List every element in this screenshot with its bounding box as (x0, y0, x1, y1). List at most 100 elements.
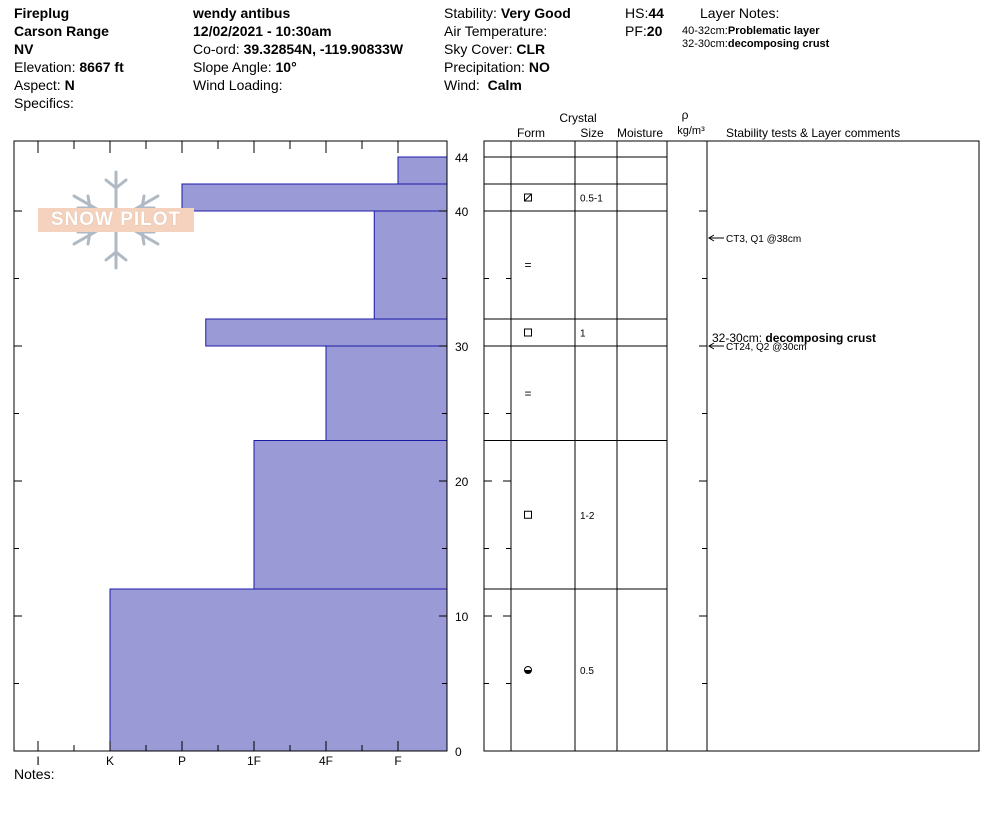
layer-comment-range: 32-30cm: (712, 331, 765, 345)
hardness-bars (109, 156, 448, 752)
state: NV (14, 41, 34, 57)
layer-comment-text: decomposing crust (765, 331, 876, 345)
y-tick-label: 10 (455, 610, 469, 624)
pf-label: PF: (625, 23, 647, 39)
form-header: Form (517, 126, 545, 140)
grain-form-faceted-rounded-icon (524, 193, 532, 202)
density-unit-header: kg/m³ (677, 125, 705, 137)
hs: HS:44 (625, 4, 664, 22)
slope-value: 10° (275, 59, 297, 75)
size-header: Size (580, 126, 604, 140)
hardness-plot-frame (13, 140, 448, 752)
wind-loading-label: Wind Loading: (193, 77, 283, 93)
coord-label: Co-ord: (193, 41, 240, 57)
layer-notes-title: Layer Notes: (700, 5, 780, 21)
aspect: Aspect: N (14, 76, 75, 94)
layer-table-frame (483, 140, 980, 752)
x-tick-label: K (106, 754, 114, 768)
logo-text: SNOW PILOT (38, 208, 194, 232)
grain-size-label: 1 (580, 329, 586, 340)
hardness-bar (397, 156, 448, 185)
grain-form-crust: = (524, 386, 531, 400)
stability-test-arrowhead (708, 234, 715, 242)
hardness-axis: I K P 1F 4F F (36, 741, 402, 768)
coordinates: Co-ord: 39.32854N, -119.90833W (193, 40, 403, 58)
location-name: Fireplug (14, 5, 70, 21)
moisture-header: Moisture (616, 126, 663, 140)
grain-size-label: 0.5-1 (580, 194, 603, 205)
aspect-label: Aspect: (14, 77, 61, 93)
grain-forms: 0.5-1 = 1 = 1-2 0.5 (524, 193, 603, 677)
grain-form-diagonal (524, 193, 532, 202)
layer-table-columns (510, 141, 708, 751)
hardness-bar (373, 210, 448, 320)
layer-note: 32-30cm:decomposing crust (682, 38, 829, 51)
layer-note-text: Problematic layer (727, 25, 820, 37)
grain-form-faceted-icon (524, 328, 532, 337)
pf: PF:20 (625, 22, 662, 40)
y-tick-label: 0 (455, 745, 462, 759)
elevation-value: 8667 ft (79, 59, 124, 75)
sky-cover: Sky Cover: CLR (444, 40, 545, 58)
y-tick-label: 44 (455, 151, 469, 165)
hardness-bar (253, 440, 448, 590)
datetime: 12/02/2021 - 10:30am (193, 23, 332, 39)
grain-form-faceted-icon (524, 510, 532, 519)
layer-note-range: 32-30cm: (682, 38, 728, 50)
y-tick-label: 20 (455, 475, 469, 489)
x-tick-label: 1F (247, 754, 261, 768)
slope-angle: Slope Angle: 10° (193, 58, 297, 76)
stability-test-label: CT24, Q2 @30cm (726, 342, 807, 353)
rho-header: ρ (681, 108, 689, 122)
elevation: Elevation: 8667 ft (14, 58, 124, 76)
crystal-header: Crystal (559, 111, 597, 125)
hardness-bar (325, 345, 448, 441)
layer-comment: 32-30cm: decomposing crust (712, 331, 876, 345)
notes-label: Notes: (14, 766, 55, 782)
coord-value: 39.32854N, -119.90833W (243, 41, 404, 57)
x-tick-label: F (394, 754, 401, 768)
x-tick-label: I (36, 754, 39, 768)
aspect-value: N (64, 77, 75, 93)
sky-value: CLR (516, 41, 546, 57)
pf-value: 20 (646, 23, 663, 39)
wind-value: Calm (487, 77, 522, 93)
wind: Wind: Calm (444, 76, 522, 94)
y-tick-label: 30 (455, 340, 469, 354)
layer-table-rows (484, 156, 667, 590)
layer-note-range: 40-32cm: (682, 25, 728, 37)
observer: wendy antibus (193, 5, 291, 21)
hs-value: 44 (648, 5, 664, 21)
y-tick-label: 40 (455, 205, 469, 219)
elevation-label: Elevation: (14, 59, 76, 75)
x-tick-label: 4F (319, 754, 333, 768)
specifics-label: Specifics: (14, 95, 74, 111)
depth-axis: 0 10 20 30 40 44 (14, 151, 707, 759)
grain-form-melt-fill (524, 670, 532, 674)
hardness-bar (109, 588, 448, 752)
snowpilot-logo: SNOW PILOT (38, 170, 194, 270)
hardness-bar (205, 318, 448, 347)
grain-form-crust: = (524, 258, 531, 272)
precipitation: Precipitation: NO (444, 58, 550, 76)
air-temp-label: Air Temperature: (444, 23, 548, 39)
hs-label: HS: (625, 5, 649, 21)
grain-size-label: 0.5 (580, 666, 594, 677)
sky-label: Sky Cover: (444, 41, 513, 57)
range-name: Carson Range (14, 23, 109, 39)
hardness-bar (181, 183, 448, 212)
stability-test-arrowhead (708, 342, 715, 350)
grain-size-label: 1-2 (580, 511, 595, 522)
x-tick-label: P (178, 754, 186, 768)
layer-note: 40-32cm:Problematic layer (682, 25, 820, 38)
stability-value: Very Good (500, 5, 571, 21)
comments-header: Stability tests & Layer comments (726, 126, 901, 140)
stability: Stability: Very Good (444, 4, 571, 22)
slope-label: Slope Angle: (193, 59, 272, 75)
layer-note-text: decomposing crust (727, 38, 830, 50)
stability-test-label: CT3, Q1 @38cm (726, 234, 801, 245)
stability-label: Stability: (444, 5, 497, 21)
precip-value: NO (528, 59, 550, 75)
